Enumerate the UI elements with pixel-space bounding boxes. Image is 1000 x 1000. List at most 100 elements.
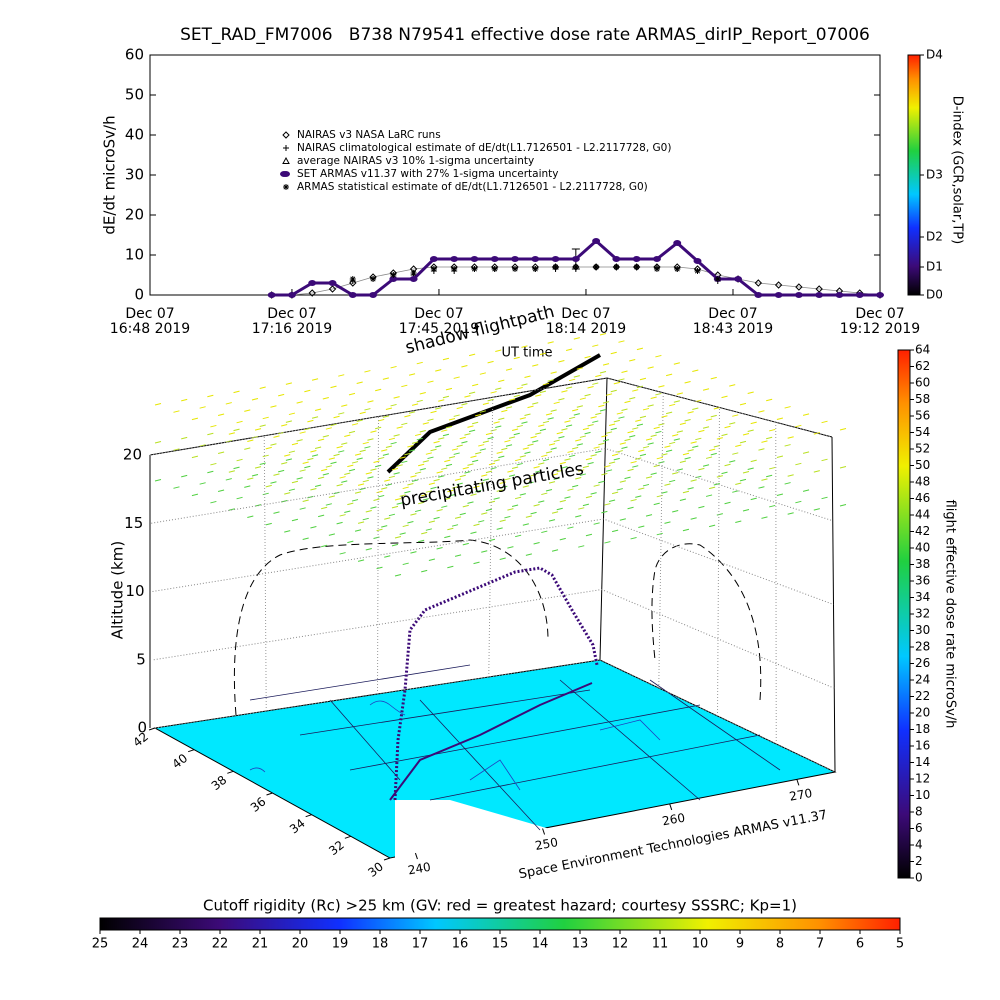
particle-dash <box>304 465 311 469</box>
z-tick-label: 10 <box>125 582 144 600</box>
particle-dash <box>430 410 437 414</box>
particle-dash <box>551 511 559 514</box>
particle-dash <box>684 418 691 422</box>
data-point <box>774 281 783 289</box>
particle-dash <box>524 451 531 454</box>
particle-dash <box>676 468 683 471</box>
particle-dash <box>624 438 631 442</box>
particle-dash <box>291 480 299 484</box>
particle-dash <box>302 537 309 540</box>
particle-dash <box>802 413 810 416</box>
particle-dash <box>653 426 660 430</box>
particle-dash <box>270 443 277 446</box>
particle-dash <box>645 476 653 479</box>
particle-dash <box>445 387 453 391</box>
y-tick-label: 42 <box>130 729 151 749</box>
particle-dash <box>296 439 303 442</box>
particle-dash <box>656 532 663 536</box>
particle-dash <box>394 574 402 577</box>
data-point <box>491 266 498 272</box>
x-tick-label: 250 <box>534 835 559 853</box>
particle-dash <box>444 497 451 501</box>
particle-dash <box>498 417 505 421</box>
particle-dash <box>542 420 550 424</box>
particle-dash <box>565 386 573 390</box>
particle-dash <box>664 483 671 486</box>
particle-dash <box>284 492 291 495</box>
particle-dash <box>716 475 723 478</box>
particle-dash <box>550 409 557 412</box>
particle-dash <box>559 499 566 503</box>
particle-dash <box>601 434 608 438</box>
particle-dash <box>499 519 506 523</box>
data-point <box>308 280 317 286</box>
colorbar-tick-label: 22 <box>212 937 229 952</box>
particle-dash <box>436 547 443 550</box>
particle-dash <box>285 420 293 423</box>
y-tick <box>266 792 273 796</box>
particle-dash <box>661 415 668 418</box>
particle-dash <box>505 368 513 371</box>
particle-dash <box>558 397 565 401</box>
particle-dash <box>673 400 680 403</box>
particle-dash <box>742 471 750 474</box>
colorbar-tick-label: D0 <box>926 288 943 302</box>
particle-dash <box>448 418 456 421</box>
data-point <box>794 292 803 298</box>
particle-dash <box>438 475 445 478</box>
particle-dash <box>682 490 690 494</box>
particle-dash <box>747 467 754 470</box>
particle-dash <box>564 420 571 423</box>
particle-dash <box>616 412 623 415</box>
particle-dash <box>666 411 673 415</box>
particle-dash <box>590 492 597 495</box>
particle-dash <box>525 477 533 480</box>
particle-dash <box>632 389 639 392</box>
colorbar-tick-label: 7 <box>816 937 824 952</box>
particle-dash <box>613 457 620 461</box>
particle-dash <box>504 439 511 443</box>
y-tick-label: 38 <box>209 773 230 793</box>
colorbar-tick-label: 25 <box>92 937 109 952</box>
particle-dash <box>655 354 662 358</box>
particle-dash <box>270 481 277 484</box>
data-point <box>471 266 478 272</box>
particle-dash <box>713 483 720 486</box>
particle-dash <box>548 481 556 484</box>
particle-dash <box>635 457 642 460</box>
particle-dash <box>414 471 422 475</box>
particle-dash <box>530 511 537 515</box>
particle-dash <box>442 395 450 399</box>
particle-dash <box>547 341 554 344</box>
particle-dash <box>630 536 637 540</box>
particle-dash <box>592 382 599 385</box>
particle-dash <box>339 476 346 479</box>
colorbar-tick-label: 42 <box>915 524 930 538</box>
colorbar-tick-label: 48 <box>915 475 930 489</box>
x-tick-label: Dec 07 <box>561 306 610 322</box>
particle-dash <box>795 424 802 428</box>
particle-dash <box>384 479 391 482</box>
data-point <box>612 256 621 262</box>
data-point <box>430 266 437 272</box>
particle-dash <box>451 486 459 489</box>
colorbar-tick-label: 24 <box>915 673 930 687</box>
particle-dash <box>493 497 500 500</box>
particle-dash <box>605 431 613 434</box>
particle-dash <box>247 439 254 443</box>
particle-dash <box>475 489 482 493</box>
colorbar-tick-label: 62 <box>915 359 930 373</box>
legend-marker <box>280 171 288 177</box>
particle-dash <box>453 452 460 455</box>
particle-dash <box>281 424 288 427</box>
particle-dash <box>679 498 687 502</box>
particle-dash <box>525 553 533 556</box>
particle-dash <box>228 470 235 473</box>
data-point <box>653 266 660 272</box>
colorbar-tick-label: 12 <box>915 772 930 786</box>
particle-dash <box>639 377 647 381</box>
particle-dash <box>441 467 448 470</box>
particle-dash <box>448 494 456 497</box>
particle-dash <box>233 466 240 470</box>
particle-dash <box>735 482 742 485</box>
